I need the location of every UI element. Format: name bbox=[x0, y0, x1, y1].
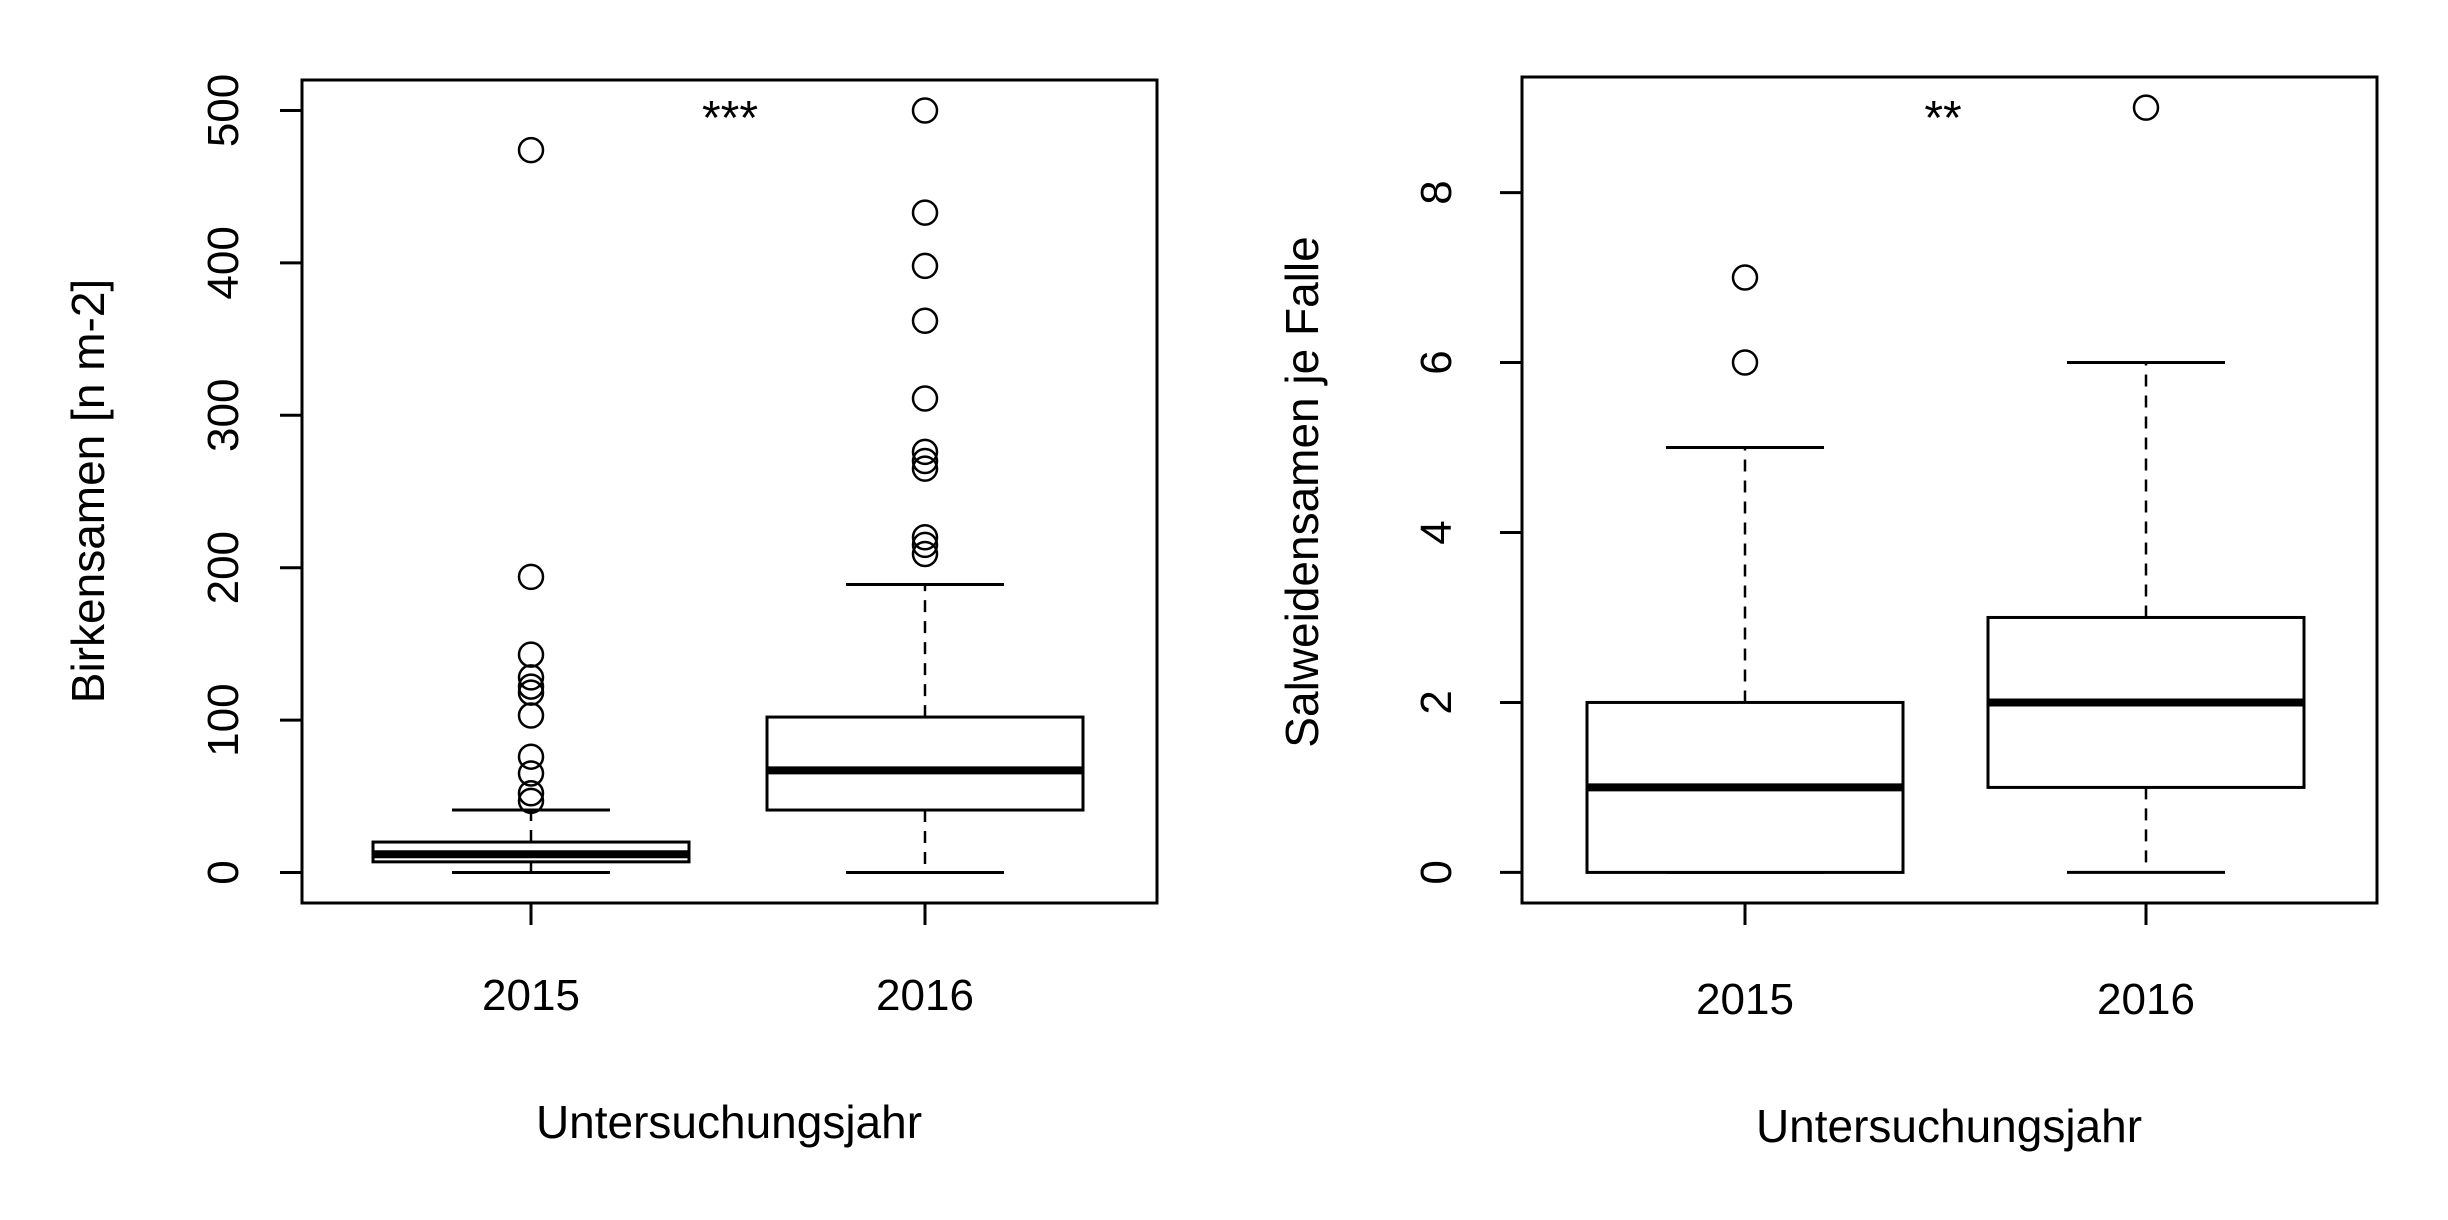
iqr-box bbox=[765, 715, 1085, 812]
chart-birkensamen: 0 100 200 300 400 500 2015 2016 *** Untersuchu… bbox=[62, 74, 1159, 1148]
y-tick-label: 0 bbox=[1412, 860, 1461, 884]
outlier-point bbox=[911, 523, 939, 551]
y-tick-label: 200 bbox=[199, 531, 248, 604]
box-2016 bbox=[1986, 94, 2306, 874]
outlier-point bbox=[911, 252, 939, 280]
y-tick-label: 0 bbox=[199, 860, 248, 884]
outlier-point bbox=[517, 743, 545, 770]
plot-frame bbox=[1520, 75, 2379, 905]
y-tick-label: 2 bbox=[1412, 690, 1461, 714]
y-tick-label: 500 bbox=[199, 74, 248, 147]
outlier-point bbox=[911, 307, 939, 335]
box-2015 bbox=[371, 136, 691, 875]
box-2016 bbox=[765, 97, 1085, 875]
outlier-point bbox=[517, 679, 545, 706]
outlier-point bbox=[517, 673, 545, 700]
y-axis-title: Salweidensamen je Falle bbox=[1276, 236, 1328, 747]
x-axis: 2015 2016 bbox=[1696, 903, 2195, 1024]
y-tick-label: 4 bbox=[1412, 520, 1461, 544]
x-axis-title: Untersuchungsjahr bbox=[1756, 1100, 2142, 1152]
y-tick-label: 400 bbox=[199, 226, 248, 299]
outlier-point bbox=[517, 641, 545, 668]
y-axis: 0 100 200 300 400 500 bbox=[199, 74, 302, 885]
outlier-point bbox=[2132, 94, 2160, 121]
x-tick-label: 2016 bbox=[2097, 975, 2195, 1024]
outlier-point bbox=[911, 97, 939, 124]
x-tick-label: 2016 bbox=[876, 971, 974, 1020]
outlier-point bbox=[517, 563, 545, 591]
outlier-point bbox=[911, 447, 939, 475]
x-tick-label: 2015 bbox=[482, 971, 580, 1020]
y-tick-label: 300 bbox=[199, 379, 248, 452]
y-tick-label: 6 bbox=[1412, 350, 1461, 374]
outlier-point bbox=[911, 199, 939, 226]
outlier-point bbox=[911, 438, 939, 466]
plot-frame bbox=[300, 78, 1159, 905]
outlier-point bbox=[517, 702, 545, 729]
outlier-point bbox=[911, 540, 939, 568]
y-axis-title: Birkensamen [n m-2] bbox=[62, 279, 114, 703]
outlier-point bbox=[911, 385, 939, 412]
outlier-point bbox=[911, 531, 939, 559]
outlier-point bbox=[517, 664, 545, 691]
significance-marker: *** bbox=[702, 92, 758, 145]
outlier-point bbox=[517, 136, 545, 164]
x-axis: 2015 2016 bbox=[482, 903, 974, 1020]
y-tick-label: 100 bbox=[199, 683, 248, 756]
x-axis-title: Untersuchungsjahr bbox=[536, 1096, 922, 1148]
boxplots bbox=[371, 97, 1085, 875]
x-tick-label: 2015 bbox=[1696, 975, 1794, 1024]
outlier-point bbox=[911, 455, 939, 482]
y-tick-label: 8 bbox=[1412, 180, 1461, 204]
outlier-point bbox=[517, 780, 545, 807]
chart-salweidensamen: 0 2 4 6 8 2015 2016 ** Untersuchungsjahr Salw… bbox=[1276, 75, 2379, 1152]
outlier-point bbox=[517, 787, 545, 815]
outlier-point bbox=[1731, 349, 1759, 376]
y-axis: 0 2 4 6 8 bbox=[1412, 180, 1522, 885]
box-2015 bbox=[1585, 264, 1905, 874]
outlier-point bbox=[1731, 264, 1759, 291]
boxplots bbox=[1585, 94, 2306, 874]
outlier-point bbox=[517, 760, 545, 787]
significance-marker: ** bbox=[1924, 92, 1961, 145]
